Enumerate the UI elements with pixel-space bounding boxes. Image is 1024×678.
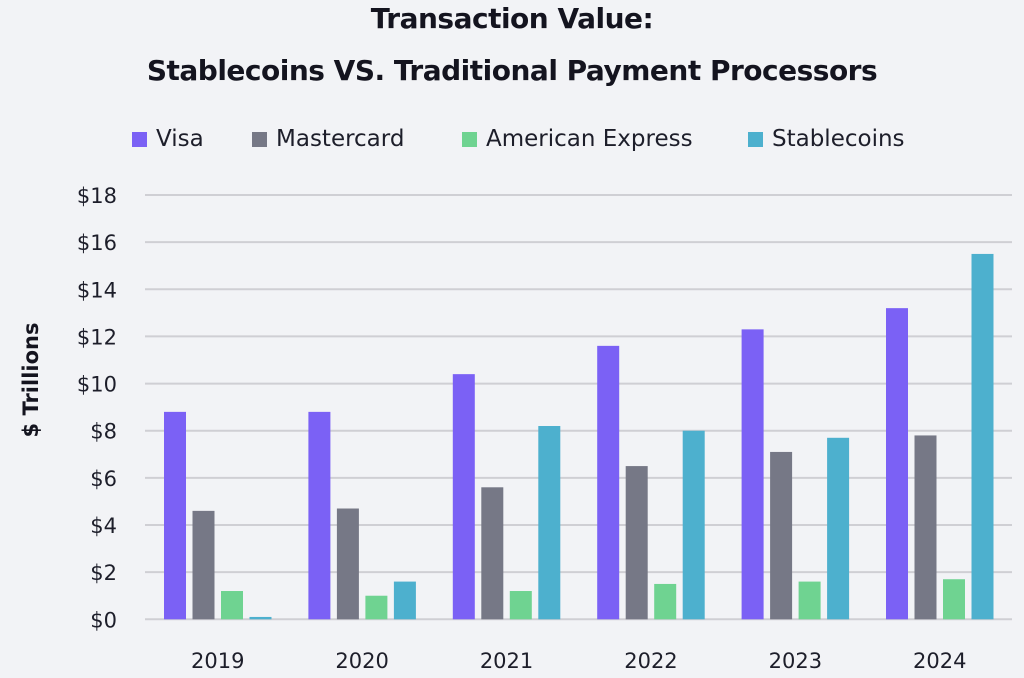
legend-label-visa: Visa — [156, 126, 204, 152]
x-tick-label: 2019 — [191, 649, 244, 673]
bar-visa-2019 — [164, 411, 186, 620]
bar-stablecoins-2022 — [682, 430, 705, 620]
x-tick-label: 2021 — [480, 649, 533, 673]
y-tick-label: $6 — [90, 467, 117, 491]
legend-swatch-american-express — [462, 131, 477, 147]
bar-mastercard-2022 — [625, 466, 648, 620]
legend-swatch-stablecoins — [748, 131, 763, 147]
legend-item-visa: Visa — [132, 124, 204, 154]
y-tick-label: $8 — [90, 420, 117, 444]
gridlines — [145, 194, 1012, 621]
bar-stablecoins-2019 — [249, 616, 272, 620]
bar-american-express-2022 — [654, 583, 677, 620]
bar-american-express-2019 — [221, 591, 243, 620]
legend-label-mastercard: Mastercard — [276, 126, 405, 152]
legend-swatch-visa — [132, 131, 147, 147]
x-tick-label: 2023 — [769, 649, 822, 673]
bar-mastercard-2024 — [914, 435, 937, 620]
bar-stablecoins-2020 — [393, 581, 416, 620]
legend-swatch-mastercard — [252, 131, 267, 147]
bar-american-express-2024 — [943, 579, 965, 620]
bar-mastercard-2020 — [336, 508, 359, 620]
bar-stablecoins-2021 — [538, 426, 561, 620]
y-tick-label: $10 — [77, 373, 117, 397]
y-tick-label: $2 — [90, 561, 117, 585]
y-tick-label: $16 — [77, 231, 117, 255]
legend-item-mastercard: Mastercard — [252, 124, 404, 154]
legend-label-american-express: American Express — [486, 126, 693, 152]
x-tick-label: 2024 — [913, 649, 966, 673]
chart-title: Transaction Value: — [370, 2, 654, 35]
bar-mastercard-2019 — [192, 510, 215, 620]
bar-stablecoins-2023 — [827, 437, 850, 620]
y-tick-label: $18 — [77, 184, 117, 208]
bar-american-express-2023 — [798, 581, 821, 620]
legend-label-stablecoins: Stablecoins — [772, 126, 905, 152]
x-axis-ticks: 2019 2020 2021 2022 2023 2024 — [191, 649, 966, 673]
y-tick-label: $4 — [90, 514, 117, 538]
legend-item-stablecoins: Stablecoins — [748, 124, 905, 154]
bar-visa-2020 — [308, 411, 331, 620]
bar-stablecoins-2024 — [971, 253, 994, 620]
bar-mastercard-2023 — [770, 451, 793, 620]
bar-visa-2021 — [452, 374, 475, 620]
x-tick-label: 2020 — [335, 649, 388, 673]
legend-item-american-express: American Express — [462, 124, 693, 154]
bar-american-express-2021 — [509, 591, 532, 620]
y-tick-label: $12 — [77, 325, 117, 349]
bar-visa-2023 — [741, 329, 764, 620]
y-axis-ticks: $0 $2 $4 $6 $8 $10 $12 $14 $16 $18 — [77, 184, 117, 632]
bars — [164, 253, 994, 620]
y-tick-label: $14 — [77, 278, 117, 302]
bar-visa-2022 — [597, 345, 620, 620]
y-axis-title: $ Trillions — [19, 323, 43, 438]
bar-american-express-2020 — [365, 595, 388, 620]
y-tick-label: $0 — [90, 608, 117, 632]
legend: Visa Mastercard American Express Stablec… — [0, 124, 1024, 154]
bar-visa-2024 — [886, 308, 908, 620]
chart-subtitle: Stablecoins VS. Traditional Payment Proc… — [146, 54, 878, 87]
x-tick-label: 2022 — [624, 649, 677, 673]
bar-mastercard-2021 — [481, 487, 504, 620]
